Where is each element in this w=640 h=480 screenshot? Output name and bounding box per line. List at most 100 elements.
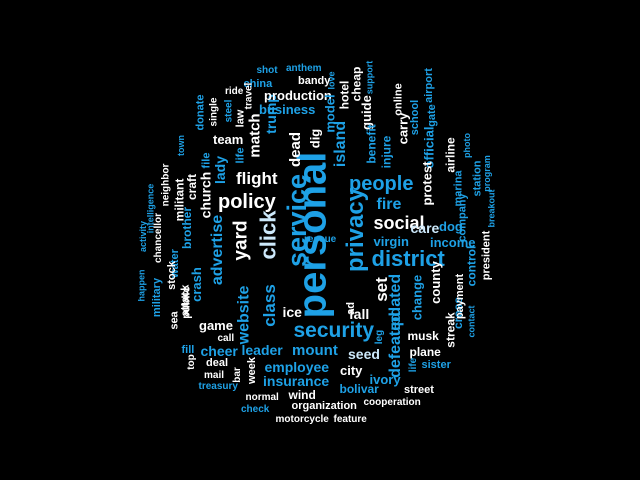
word-dog: dog	[439, 218, 463, 234]
word-city: city	[340, 362, 363, 378]
word-change: change	[409, 274, 425, 320]
word-week: week	[245, 356, 258, 384]
word-musk: musk	[407, 329, 439, 343]
word-check: check	[241, 404, 270, 415]
word-president: president	[480, 230, 493, 280]
word-team: team	[213, 131, 244, 147]
word-click: click	[254, 210, 280, 260]
word-control: control	[463, 245, 478, 287]
word-company: company	[456, 192, 469, 242]
word-website: website	[234, 285, 252, 345]
word-airline: airline	[443, 137, 458, 173]
word-activity: activity	[137, 220, 148, 252]
word-neighbor: neighbor	[159, 163, 171, 207]
word-ivory: ivory	[369, 371, 401, 387]
word-motorcycle: motorcycle	[275, 414, 329, 425]
word-model: model	[322, 93, 338, 133]
word-call: call	[217, 333, 235, 344]
word-street: street	[404, 383, 434, 396]
word-ice: ice	[282, 304, 302, 320]
word-payment: payment	[453, 273, 466, 319]
word-life: life	[408, 357, 420, 373]
word-breakout: breakout	[486, 188, 497, 228]
word-travel: travel	[242, 82, 254, 110]
word-program: program	[481, 154, 492, 192]
word-sea: sea	[168, 310, 181, 330]
word-protest: protest	[419, 160, 435, 206]
word-bolivar: bolivar	[339, 382, 379, 396]
word-happen: happen	[136, 268, 147, 302]
word-life: life	[234, 147, 247, 163]
word-law: law	[234, 109, 247, 127]
word-militant: militant	[171, 178, 186, 222]
word-yard: yard	[230, 219, 252, 261]
word-gate: gate	[425, 103, 438, 127]
word-leg: leg	[374, 329, 386, 345]
word-cheap: cheap	[348, 66, 363, 102]
word-normal: normal	[245, 392, 279, 403]
word-organization: organization	[291, 399, 357, 412]
word-virgin: virgin	[373, 233, 409, 249]
word-leader: leader	[241, 342, 283, 358]
word-cooperation: cooperation	[363, 397, 421, 408]
word-photo: photo	[461, 132, 472, 158]
word-flight: flight	[236, 168, 278, 188]
word-cheer: cheer	[200, 343, 238, 359]
word-sister: sister	[421, 358, 451, 371]
word-single: single	[207, 97, 219, 127]
word-seed: seed	[348, 346, 380, 362]
word-airport: airport	[422, 67, 435, 103]
word-lady: lady	[212, 155, 229, 185]
word-bar: bar	[231, 367, 243, 383]
word-policy: policy	[218, 191, 276, 213]
word-wind: wind	[288, 388, 316, 402]
word-church: church	[196, 171, 213, 219]
word-bandy: bandy	[298, 74, 331, 87]
word-district: district	[371, 246, 445, 271]
word-defeated: defeated	[386, 312, 404, 378]
word-plane: plane	[409, 345, 441, 359]
word-anthem: anthem	[286, 63, 322, 74]
word-treasury: treasury	[198, 381, 238, 392]
word-carry: carry	[395, 112, 411, 144]
word-mail: mail	[204, 370, 225, 381]
word-mount: mount	[292, 341, 338, 359]
word-file: file	[200, 152, 213, 168]
word-deal: deal	[206, 356, 229, 369]
word-craft: craft	[185, 173, 200, 201]
word-school: school	[408, 99, 421, 135]
word-fire: fire	[376, 196, 402, 213]
word-town: town	[175, 134, 186, 156]
word-steel: steel	[222, 99, 234, 123]
word-contact: contact	[466, 304, 477, 338]
word-fall: fall	[349, 306, 370, 322]
word-chancellor: chancellor	[153, 212, 165, 264]
word-class: class	[259, 283, 279, 327]
word-fill: fill	[181, 343, 195, 356]
word-social: social	[373, 213, 425, 233]
word-attack: attack	[179, 284, 192, 316]
word-support: support	[364, 60, 375, 94]
word-service: service	[281, 173, 312, 267]
word-donate: donate	[194, 93, 207, 131]
word-ad: ad	[344, 301, 357, 315]
word-ride: ride	[225, 86, 244, 97]
word-dig: dig	[307, 128, 323, 148]
word-security: security	[293, 318, 375, 342]
word-hotel: hotel	[336, 80, 351, 110]
word-military: military	[150, 277, 163, 317]
word-people: people	[349, 173, 414, 195]
word-rescue: rescue	[304, 234, 337, 245]
word-benefit: benefit	[364, 124, 379, 164]
word-employee: employee	[264, 359, 330, 375]
word-dead: dead	[286, 131, 304, 167]
word-feature: feature	[333, 414, 367, 425]
word-match: match	[246, 112, 264, 158]
word-business: business	[259, 101, 316, 117]
word-privacy: privacy	[342, 187, 370, 273]
word-production: production	[264, 87, 332, 103]
word-income: income	[430, 234, 476, 250]
word-advertise: advertise	[209, 214, 227, 286]
word-injure: injure	[378, 135, 393, 169]
